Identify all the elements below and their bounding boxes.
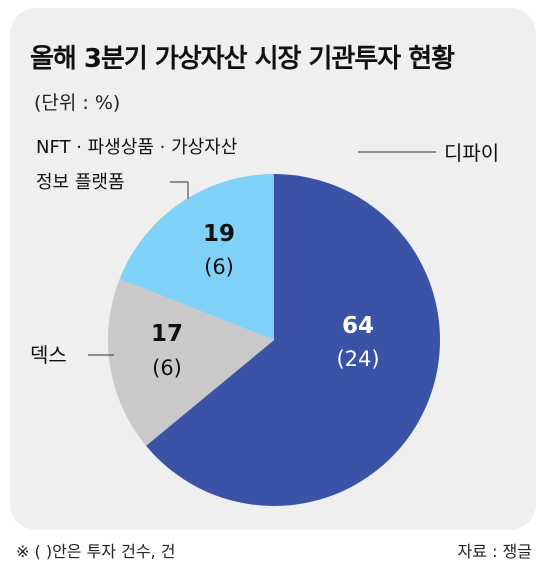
category-label-nft-line1: NFT · 파생상품 · 가상자산 [36, 137, 237, 158]
value-label-defi: 64 [342, 313, 374, 339]
chart-title: 올해 3분기 가상자산 시장 기관투자 현황 [30, 44, 455, 74]
source-label: 자료 : 쟁글 [457, 542, 532, 561]
value-label-nft: 19 [203, 221, 235, 247]
value-label-dex: 17 [151, 321, 183, 347]
category-label-defi: 디파이 [444, 141, 499, 165]
count-label-defi: (24) [336, 347, 379, 371]
footnote: ※ ( )안은 투자 건수, 건 [16, 542, 176, 561]
slice-nft [119, 173, 274, 340]
unit-label: (단위 : %) [34, 92, 121, 114]
count-label-nft: (6) [204, 255, 234, 279]
count-label-dex: (6) [152, 356, 182, 380]
slice-dex [108, 278, 274, 446]
category-label-dex: 덱스 [30, 343, 67, 367]
category-label-nft-line2: 정보 플랫폼 [36, 172, 125, 193]
slice-defi [146, 174, 440, 507]
leader-line-nft [170, 181, 189, 199]
